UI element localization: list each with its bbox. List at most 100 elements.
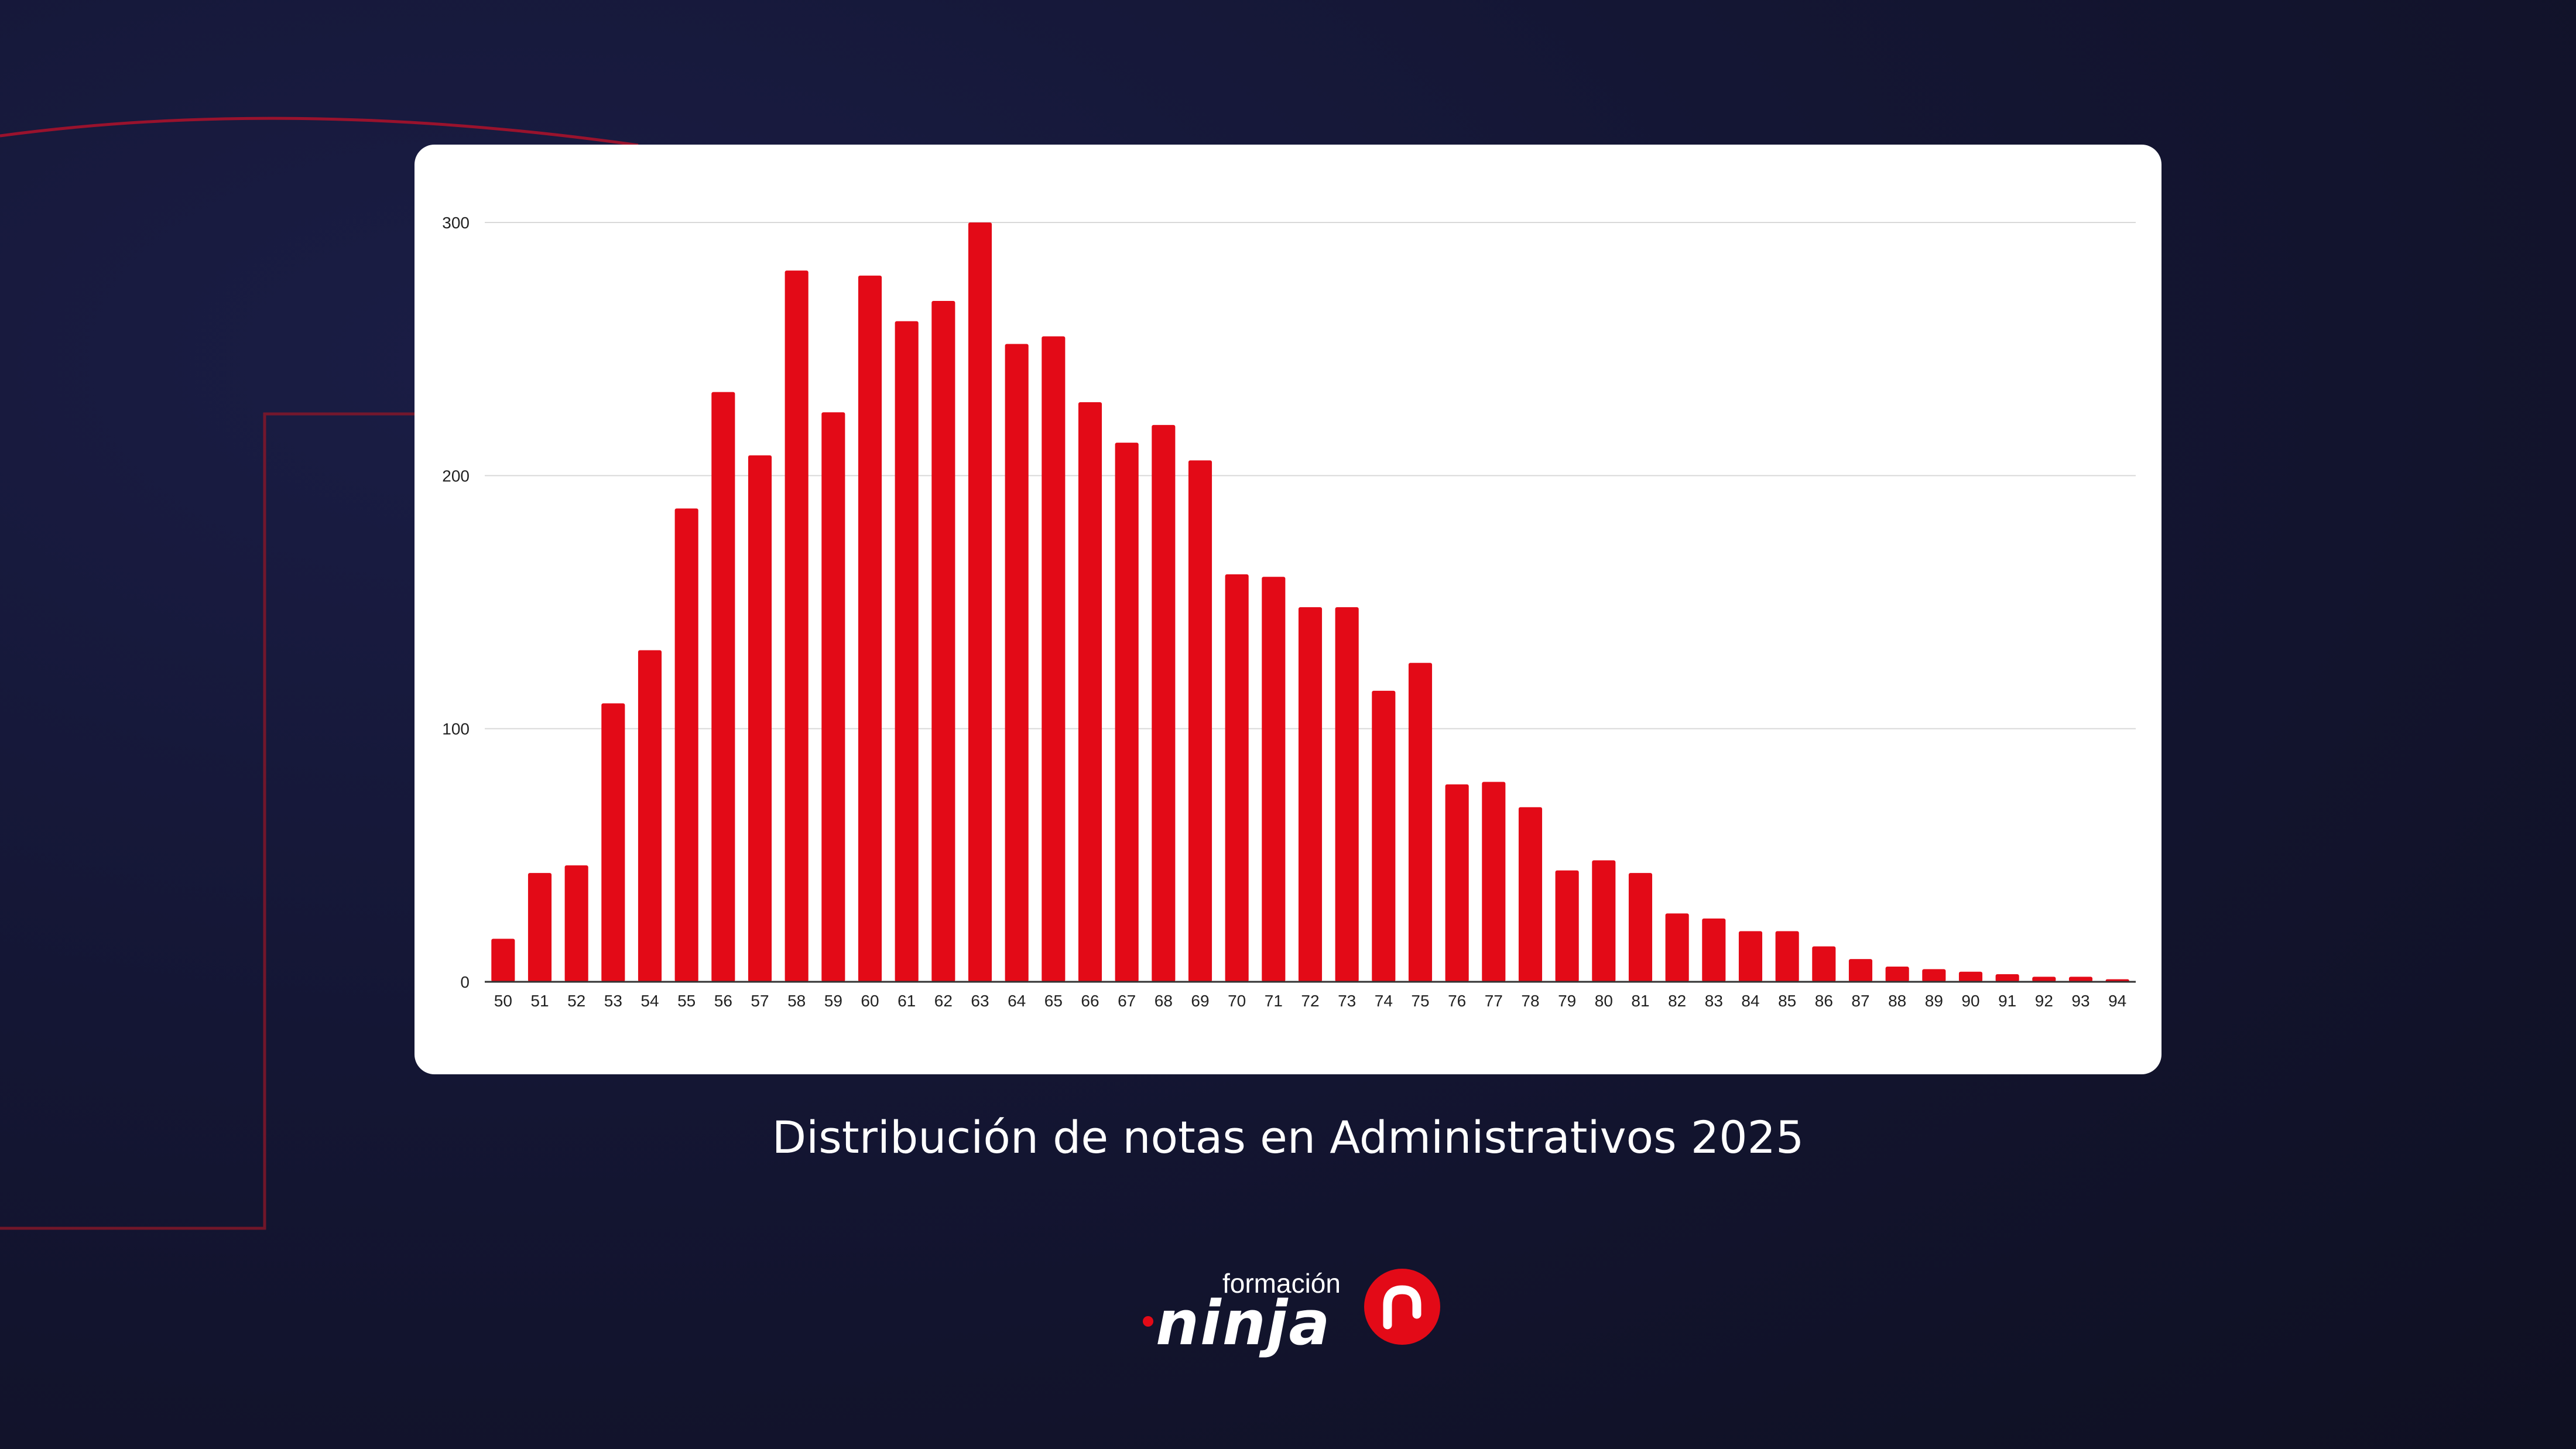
bar-80 — [1592, 860, 1616, 982]
x-tick-label: 73 — [1338, 992, 1356, 1010]
x-tick-label: 71 — [1265, 992, 1283, 1010]
x-tick-label: 50 — [494, 992, 512, 1010]
x-tick-label: 79 — [1558, 992, 1576, 1010]
bar-90 — [1958, 971, 1983, 982]
bar-54 — [638, 650, 662, 982]
bar-64 — [1005, 344, 1029, 982]
bar-76 — [1445, 784, 1469, 982]
x-tick-label: 53 — [604, 992, 622, 1010]
bar-82 — [1665, 913, 1689, 982]
logo-wordmark: ninja — [1156, 1287, 1331, 1359]
x-tick-label: 84 — [1741, 992, 1759, 1010]
x-tick-label: 57 — [751, 992, 769, 1010]
bar-81 — [1628, 873, 1653, 982]
bar-56 — [711, 392, 735, 982]
chart-caption: Distribución de notas en Administrativos… — [772, 1111, 1804, 1163]
decorative-frame-line — [0, 412, 415, 1230]
bar-55 — [674, 508, 698, 982]
bar-72 — [1298, 607, 1323, 982]
x-tick-label: 64 — [1008, 992, 1026, 1010]
bar-87 — [1848, 959, 1873, 982]
bar-77 — [1482, 782, 1506, 982]
bar-75 — [1408, 663, 1433, 982]
bar-57 — [748, 455, 772, 982]
x-tick-label: 83 — [1705, 992, 1723, 1010]
x-tick-label: 60 — [861, 992, 879, 1010]
bar-60 — [858, 275, 882, 982]
bar-70 — [1225, 574, 1249, 982]
x-tick-label: 82 — [1668, 992, 1686, 1010]
y-tick-label: 200 — [442, 467, 470, 485]
bar-93 — [2068, 977, 2093, 982]
x-tick-label: 78 — [1521, 992, 1539, 1010]
bar-61 — [895, 321, 919, 982]
bar-89 — [1922, 969, 1946, 982]
bar-83 — [1702, 918, 1726, 982]
x-tick-label: 80 — [1595, 992, 1613, 1010]
bar-53 — [601, 703, 625, 982]
x-tick-label: 90 — [1961, 992, 1979, 1010]
decorative-curve — [0, 117, 639, 147]
bar-71 — [1262, 577, 1286, 982]
x-tick-label: 85 — [1778, 992, 1796, 1010]
bar-92 — [2032, 977, 2056, 982]
y-tick-label: 0 — [460, 973, 470, 991]
bar-63 — [968, 222, 992, 982]
x-tick-label: 65 — [1044, 992, 1063, 1010]
bar-51 — [527, 873, 552, 982]
bars — [491, 222, 2129, 982]
x-tick-label: 67 — [1118, 992, 1136, 1010]
bar-50 — [491, 938, 515, 982]
x-tick-label: 62 — [934, 992, 953, 1010]
bar-85 — [1775, 931, 1799, 982]
bar-68 — [1152, 424, 1176, 982]
x-tick-label: 81 — [1631, 992, 1649, 1010]
bar-52 — [564, 865, 588, 982]
bar-73 — [1335, 607, 1359, 982]
bar-67 — [1115, 443, 1139, 982]
bar-91 — [1995, 974, 2019, 982]
x-tick-label: 56 — [714, 992, 732, 1010]
y-tick-label: 300 — [442, 214, 470, 232]
x-tick-label: 93 — [2071, 992, 2089, 1010]
x-tick-label: 87 — [1851, 992, 1869, 1010]
logo-dot — [1143, 1316, 1153, 1327]
x-tick-label: 68 — [1155, 992, 1173, 1010]
x-tick-label: 92 — [2035, 992, 2053, 1010]
x-tick-label: 86 — [1815, 992, 1833, 1010]
x-tick-label: 51 — [530, 992, 549, 1010]
x-tick-label: 88 — [1888, 992, 1906, 1010]
x-tick-label: 59 — [824, 992, 842, 1010]
y-tick-label: 100 — [442, 720, 470, 738]
x-tick-label: 76 — [1448, 992, 1466, 1010]
bar-69 — [1188, 460, 1212, 982]
x-tick-label: 77 — [1485, 992, 1503, 1010]
bar-chart: 0 100 200 300 50 51 52 53 54 55 56 57 58 59 60 61 62 63 6… — [442, 214, 2136, 1010]
y-axis-ticks: 0 100 200 300 — [442, 214, 470, 991]
x-axis-ticks: 50 51 52 53 54 55 56 57 58 59 60 61 62 63 64 65 66 67 68 69… — [494, 992, 2126, 1010]
x-tick-label: 74 — [1375, 992, 1393, 1010]
x-tick-label: 94 — [2108, 992, 2126, 1010]
x-tick-label: 55 — [677, 992, 696, 1010]
bar-58 — [785, 270, 809, 982]
brand-logo: formación ninja — [1136, 1262, 1440, 1359]
bar-59 — [821, 412, 845, 982]
x-tick-label: 66 — [1081, 992, 1099, 1010]
x-tick-label: 72 — [1301, 992, 1319, 1010]
x-tick-label: 58 — [787, 992, 806, 1010]
logo-badge-icon — [1364, 1269, 1440, 1345]
chart-card: 0 100 200 300 50 51 52 53 54 55 56 57 58 59 60 61 62 63 6… — [415, 145, 2161, 1074]
x-tick-label: 69 — [1191, 992, 1209, 1010]
bar-66 — [1078, 402, 1102, 982]
x-tick-label: 54 — [640, 992, 659, 1010]
x-tick-label: 52 — [567, 992, 585, 1010]
x-tick-label: 61 — [898, 992, 916, 1010]
bar-78 — [1518, 807, 1543, 982]
bar-79 — [1555, 870, 1579, 982]
x-tick-label: 63 — [971, 992, 989, 1010]
bar-84 — [1738, 931, 1763, 982]
x-tick-label: 75 — [1411, 992, 1429, 1010]
x-tick-label: 89 — [1925, 992, 1943, 1010]
bar-88 — [1885, 967, 1909, 982]
